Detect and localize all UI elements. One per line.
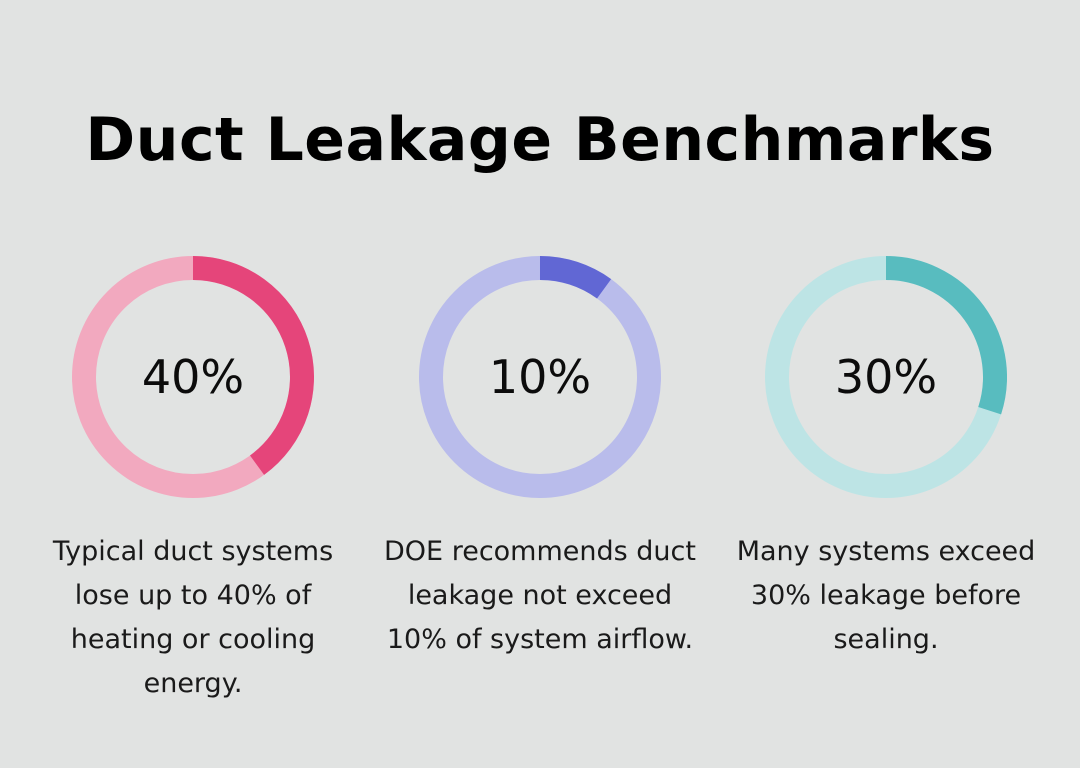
donut-svg-3 [765,256,1007,498]
donut-chart-1: 40% [72,256,314,498]
donut-svg-2 [419,256,661,498]
percent-label-2: 10% [488,350,592,404]
caption-1: Typical duct systems lose up to 40% of h… [52,536,334,699]
percent-label-3: 30% [834,350,938,404]
donut-chart-2: 10% [419,256,661,498]
percent-label-1: 40% [141,350,245,404]
donut-arc-2 [539,256,612,299]
donut-chart-3: 30% [765,256,1007,498]
caption-2: DOE recommends duct leakage not exceed 1… [384,536,696,655]
page-title: Duct Leakage Benchmarks [85,105,995,175]
donut-svg-1 [72,256,314,498]
donut-arc-3 [885,256,1007,415]
caption-3: Many systems exceed 30% leakage before s… [736,536,1036,655]
donut-arc-1 [192,256,314,475]
